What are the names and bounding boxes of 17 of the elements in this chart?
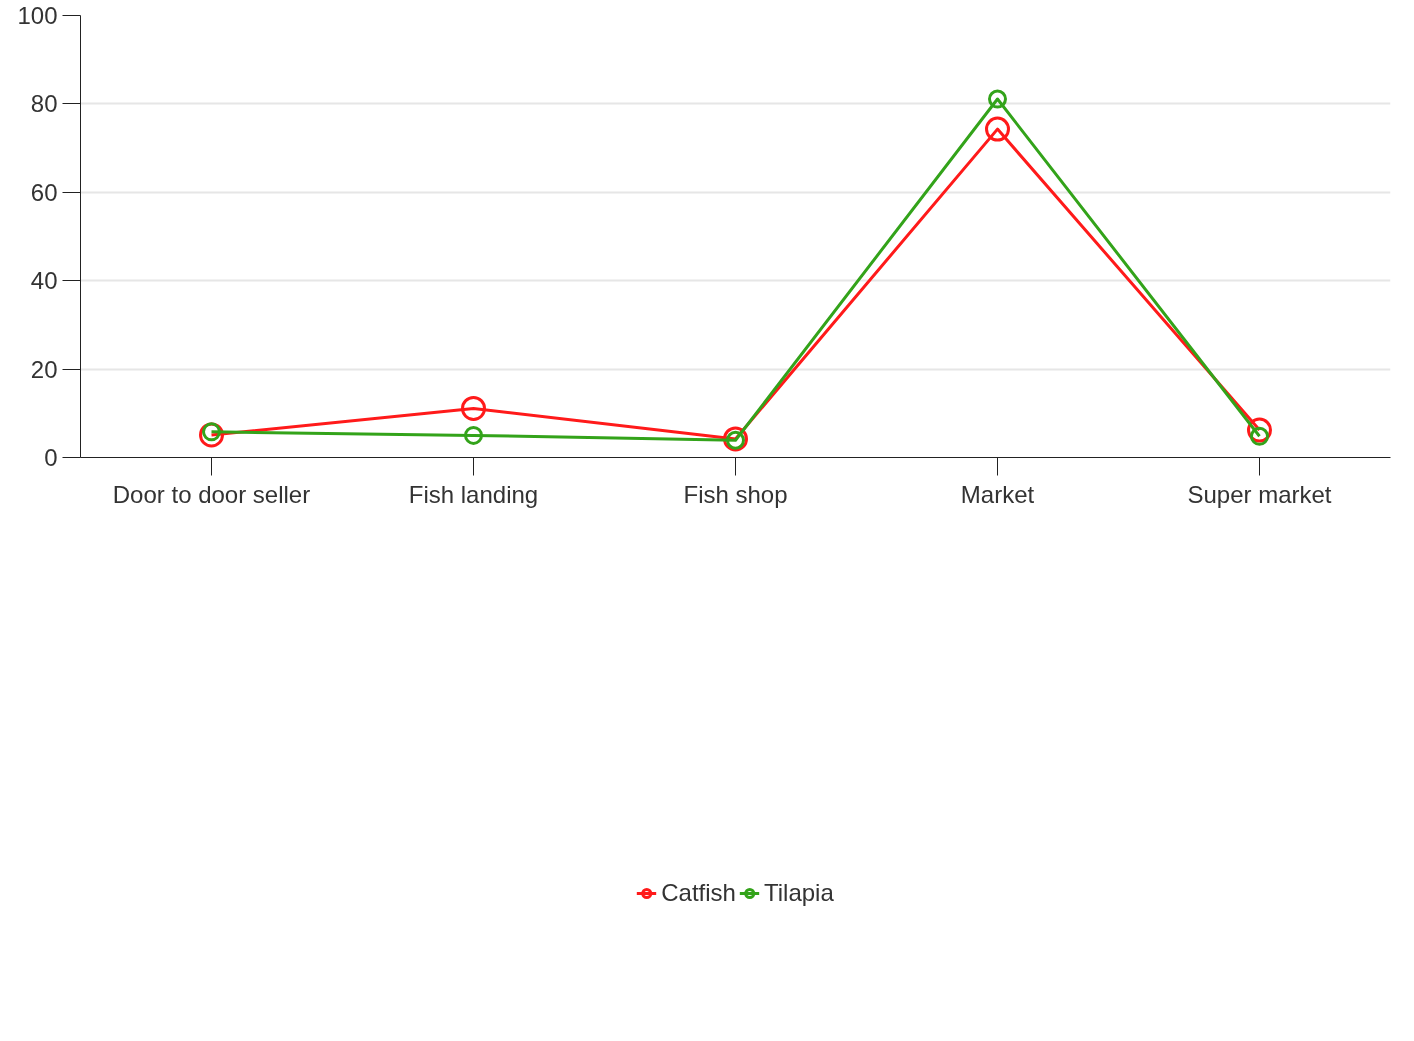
x-tick-label: Door to door seller	[112, 480, 311, 508]
legend-label: Catfish	[661, 879, 736, 907]
y-tick-label: 80	[30, 90, 58, 118]
y-tick-label: 20	[30, 355, 58, 383]
x-tick-label: Fish shop	[683, 480, 788, 508]
x-tick-label: Fish landing	[408, 480, 539, 508]
x-tick-label: Super market	[1187, 480, 1332, 508]
point	[464, 425, 483, 445]
point	[985, 116, 1010, 142]
point	[461, 395, 486, 421]
y-tick-label: 100	[17, 2, 58, 29]
x-tick-label: Market	[960, 480, 1035, 508]
y-tick-label: 60	[30, 178, 58, 206]
point	[988, 89, 1007, 109]
y-tick-label: 0	[44, 444, 58, 471]
y-tick-label: 40	[30, 267, 58, 295]
legend-label: Tilapia	[763, 879, 834, 907]
